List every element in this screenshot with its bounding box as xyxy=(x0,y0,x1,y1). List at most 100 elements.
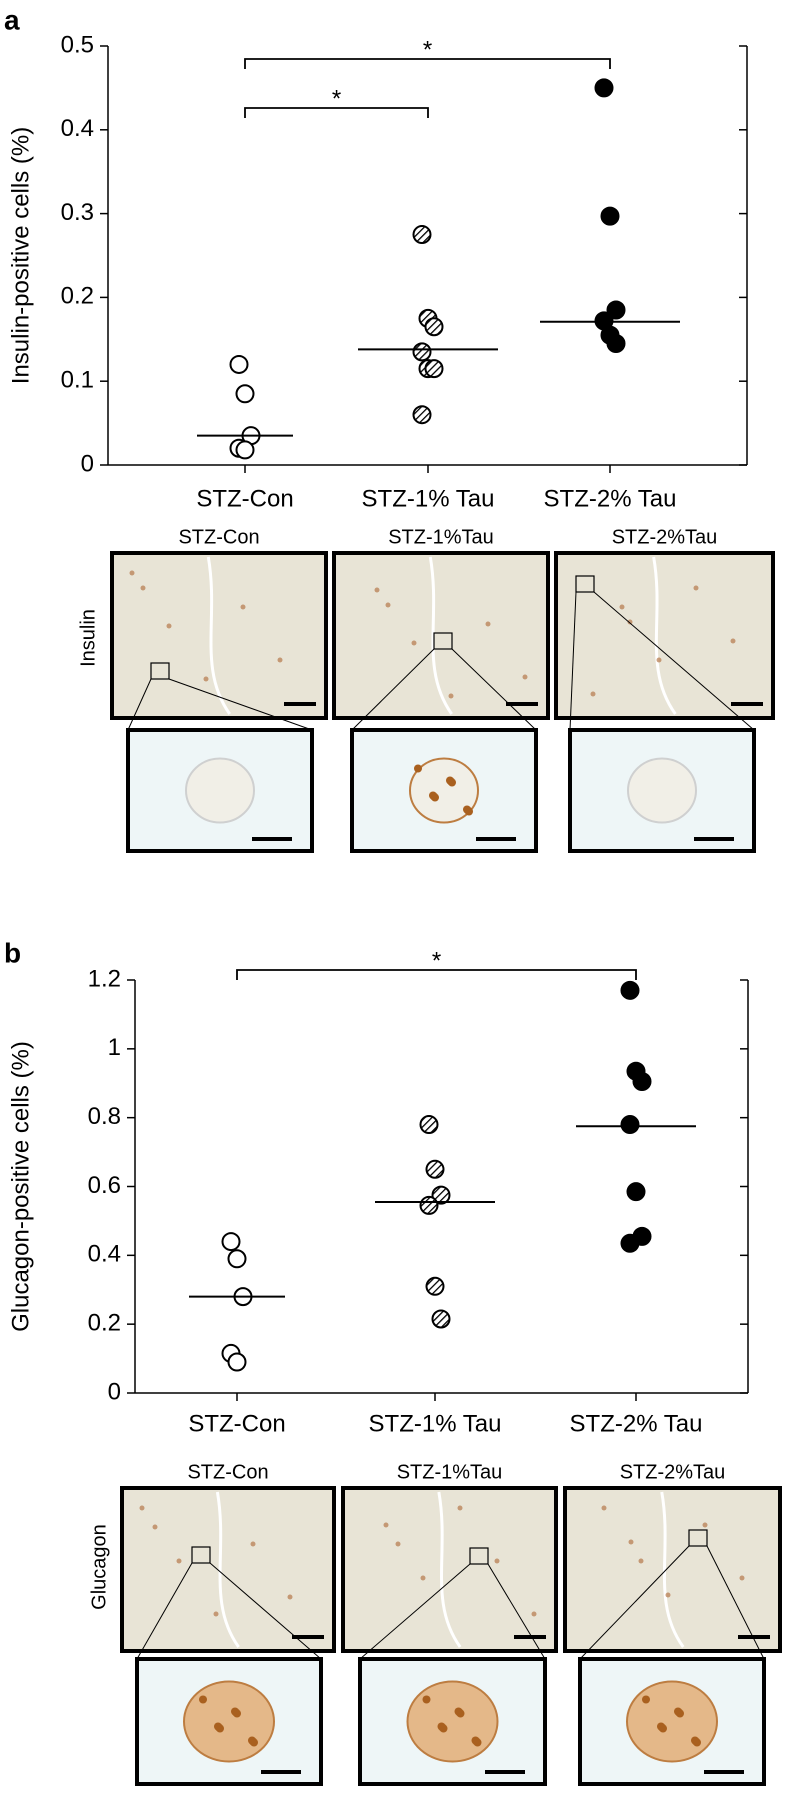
stain-dot xyxy=(457,1505,463,1511)
data-point xyxy=(412,342,432,362)
stain-dot xyxy=(277,657,283,663)
y-tick-label: 1 xyxy=(108,1034,121,1061)
stain-dot xyxy=(730,638,736,644)
significance-bracket xyxy=(244,107,429,118)
islet-cell xyxy=(214,1722,222,1731)
stain-dot xyxy=(665,1592,671,1598)
stain-dot xyxy=(590,691,596,697)
x-tick-label: STZ-2% Tau xyxy=(570,1410,703,1437)
zoom-region xyxy=(575,575,595,593)
data-point xyxy=(606,333,626,353)
stain-dot xyxy=(385,602,391,608)
zoom-connector xyxy=(593,591,755,731)
zoom-region xyxy=(688,1529,708,1547)
data-point xyxy=(235,440,255,460)
stain-dot xyxy=(739,1575,745,1581)
stain-label: Insulin xyxy=(77,609,99,667)
zoom-connector xyxy=(451,648,537,731)
y-axis-label: Glucagon-positive cells (%) xyxy=(7,1041,34,1332)
data-point xyxy=(431,1309,451,1329)
scale-bar xyxy=(292,1635,324,1639)
stain-dot xyxy=(522,674,528,680)
zoom-connector xyxy=(706,1545,765,1660)
scale-bar xyxy=(704,1770,744,1774)
islet-cell xyxy=(437,1722,446,1731)
islet-cell xyxy=(691,1736,699,1745)
stain-dot xyxy=(240,604,246,610)
islet-cell xyxy=(471,1736,480,1745)
islet-cell xyxy=(642,1695,650,1704)
stain-dot xyxy=(213,1611,219,1617)
zoom-connector xyxy=(359,1563,471,1660)
islet xyxy=(183,1680,275,1763)
islet-cell xyxy=(231,1707,239,1716)
stain-dot xyxy=(601,1505,607,1511)
stain-dot xyxy=(628,1539,634,1545)
islet xyxy=(627,757,697,824)
data-point xyxy=(227,1352,247,1372)
zoom-region xyxy=(191,1546,211,1564)
significance-label: * xyxy=(432,947,441,974)
panel-letter: a xyxy=(4,4,20,35)
stain-dot xyxy=(129,570,135,576)
significance-bracket xyxy=(244,58,611,69)
image-label: STZ-2%Tau xyxy=(612,526,718,548)
islet xyxy=(409,757,479,824)
stain-dot xyxy=(448,693,454,699)
zoom-connector xyxy=(569,591,577,731)
y-tick-label: 1.2 xyxy=(88,965,121,992)
tissue-edge xyxy=(652,556,677,715)
stain-dot xyxy=(140,585,146,591)
scale-bar xyxy=(284,702,316,706)
scale-bar xyxy=(738,1635,770,1639)
data-point xyxy=(412,225,432,245)
image-label: STZ-Con xyxy=(187,1461,268,1483)
stain-dot xyxy=(627,619,633,625)
image-label: STZ-1%Tau xyxy=(388,526,494,548)
data-point xyxy=(412,405,432,425)
y-tick-label: 0.5 xyxy=(61,31,94,58)
islet-cell xyxy=(454,1707,463,1716)
x-tick-label: STZ-Con xyxy=(196,485,293,512)
stain-dot xyxy=(166,623,172,629)
zoom-connector xyxy=(351,648,435,731)
image-label: STZ-2%Tau xyxy=(620,1461,726,1483)
islet xyxy=(406,1680,499,1763)
data-point xyxy=(425,1276,445,1296)
stain-dot xyxy=(287,1594,293,1600)
scale-bar xyxy=(252,837,292,841)
scale-bar xyxy=(694,837,734,841)
y-tick-label: 0 xyxy=(81,450,94,477)
islet-cell xyxy=(674,1707,682,1716)
zoom-region xyxy=(150,662,170,680)
stain-dot xyxy=(383,1522,389,1528)
tissue-edge xyxy=(437,1491,462,1648)
data-point xyxy=(626,1182,646,1202)
stain-dot xyxy=(494,1558,500,1564)
zoom-connector xyxy=(209,1562,322,1660)
y-tick-label: 0.2 xyxy=(88,1310,121,1337)
zoom-connector xyxy=(487,1563,546,1660)
panel-letter: b xyxy=(4,937,21,968)
x-tick-label: STZ-1% Tau xyxy=(369,1410,502,1437)
scale-bar xyxy=(514,1635,546,1639)
data-point xyxy=(419,1115,439,1135)
data-point xyxy=(606,300,626,320)
y-tick-label: 0.3 xyxy=(61,199,94,226)
zoom-connector xyxy=(136,1562,193,1660)
islet-cell xyxy=(422,1695,431,1704)
y-tick-label: 0.4 xyxy=(88,1241,121,1268)
x-tick-label: STZ-1% Tau xyxy=(362,485,495,512)
y-tick-label: 0.6 xyxy=(88,1172,121,1199)
data-point xyxy=(620,1115,640,1135)
significance-bracket xyxy=(236,969,637,980)
data-point xyxy=(419,1195,439,1215)
zoom-connector xyxy=(168,678,313,731)
data-point xyxy=(235,384,255,404)
islet-cell xyxy=(414,764,422,773)
stain-dot xyxy=(656,657,662,663)
stain-dot xyxy=(250,1541,256,1547)
zoom-region xyxy=(433,632,453,650)
